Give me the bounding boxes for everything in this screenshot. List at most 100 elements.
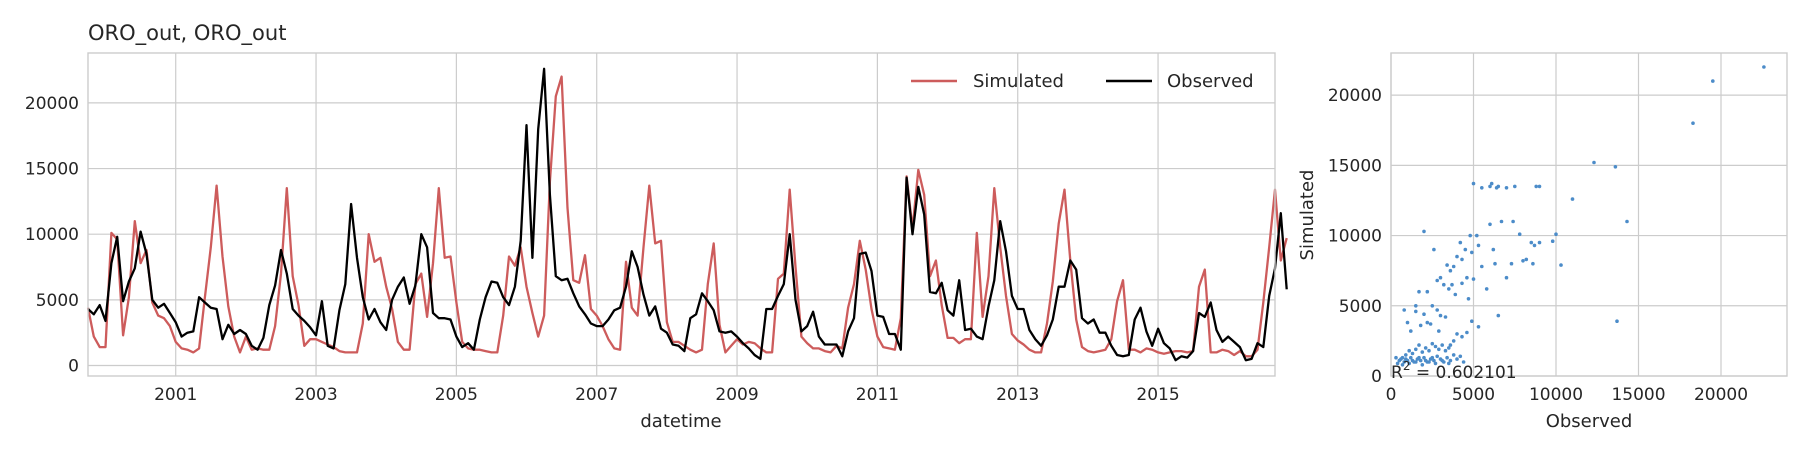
scatter-point <box>1448 268 1453 273</box>
scatter-point <box>1405 320 1410 325</box>
scatter-point <box>1491 247 1496 252</box>
scatter-point <box>1613 165 1618 169</box>
legend-label-simulated: Simulated <box>973 71 1064 92</box>
scatter-plot: 0 5000 10000 15000 20000 0 5000 10000 15000 2000… <box>1297 52 1788 432</box>
scatter-point <box>1418 323 1423 328</box>
scatter-point <box>1762 65 1766 69</box>
scatter-point <box>1466 297 1471 301</box>
timeseries-grid <box>88 53 1275 376</box>
scatter-point <box>1440 343 1444 347</box>
scatter-point <box>1460 257 1464 262</box>
scatter-point <box>1494 186 1499 190</box>
scatter-point <box>1470 250 1474 255</box>
scatter-point <box>1420 350 1425 354</box>
scatter-y-tick-label: 20000 <box>1328 86 1382 106</box>
scatter-point <box>1550 239 1555 243</box>
scatter-point <box>1448 358 1453 363</box>
timeseries-x-ticks: 2001 2003 2005 2007 2009 2011 2013 2015 <box>154 385 1180 405</box>
scatter-point <box>1532 243 1537 248</box>
scatter-point <box>1460 334 1464 339</box>
scatter-point <box>1489 181 1494 186</box>
scatter-point <box>1559 263 1563 267</box>
scatter-point <box>1529 240 1534 245</box>
scatter-point <box>1480 264 1484 269</box>
scatter-point <box>1537 240 1542 245</box>
scatter-point <box>1451 264 1456 269</box>
series-line-simulated <box>86 75 1288 358</box>
scatter-point <box>1447 361 1451 366</box>
scatter-point <box>1513 184 1517 189</box>
scatter-point <box>1428 322 1433 326</box>
scatter-point <box>1465 275 1469 280</box>
scatter-point <box>1537 184 1542 189</box>
scatter-y-tick-label: 5000 <box>1339 297 1382 317</box>
timeseries-plot: ORO_out, ORO_out 2001 2003 2005 2007 2009 201… <box>25 21 1288 432</box>
scatter-point <box>1414 309 1418 314</box>
scatter-point <box>1414 360 1418 364</box>
y-tick-label: 20000 <box>25 94 79 114</box>
scatter-frame <box>1390 52 1788 377</box>
scatter-point <box>1443 315 1448 319</box>
scatter-point <box>1453 292 1458 297</box>
scatter-point <box>1524 257 1529 262</box>
scatter-point <box>1445 263 1449 267</box>
scatter-x-tick-label: 5000 <box>1452 385 1495 405</box>
scatter-x-tick-label: 20000 <box>1694 385 1748 405</box>
scatter-point <box>1521 259 1525 263</box>
scatter-point <box>1471 181 1476 186</box>
r-squared-symbol: R <box>1391 363 1403 383</box>
scatter-point <box>1410 351 1415 356</box>
scatter-point <box>1417 343 1421 347</box>
scatter-point <box>1455 357 1459 361</box>
scatter-point <box>1468 233 1472 238</box>
scatter-point <box>1422 229 1426 234</box>
scatter-point <box>1427 348 1431 353</box>
scatter-point <box>1554 232 1558 236</box>
y-tick-label: 10000 <box>25 225 79 245</box>
scatter-point <box>1445 355 1449 360</box>
r-squared-superscript: 2 <box>1403 359 1411 373</box>
scatter-point <box>1437 347 1441 352</box>
scatter-point <box>1414 304 1418 308</box>
x-tick-label: 2003 <box>294 385 337 405</box>
r-squared-value: = 0.602101 <box>1410 363 1516 383</box>
scatter-point <box>1517 232 1522 236</box>
scatter-point <box>1404 353 1408 357</box>
r-squared-annotation: R2 = 0.602101 <box>1391 359 1517 383</box>
scatter-point <box>1437 329 1441 333</box>
scatter-point <box>1443 348 1448 353</box>
scatter-point <box>1422 312 1426 317</box>
scatter-point <box>1711 79 1715 83</box>
scatter-point <box>1531 261 1535 266</box>
scatter-point <box>1414 347 1418 352</box>
scatter-point <box>1534 184 1538 189</box>
scatter-grid <box>1390 53 1787 377</box>
scatter-point <box>1402 360 1406 364</box>
scatter-x-axis-label: Observed <box>1546 411 1633 432</box>
scatter-point <box>1488 184 1492 189</box>
scatter-point <box>1691 121 1695 125</box>
scatter-y-axis-label: Simulated <box>1297 170 1318 261</box>
scatter-point <box>1455 332 1459 336</box>
scatter-point <box>1417 355 1421 360</box>
scatter-point <box>1442 282 1446 287</box>
scatter-point <box>1447 287 1451 291</box>
scatter-point <box>1476 243 1481 248</box>
scatter-point <box>1438 275 1443 280</box>
scatter-point <box>1433 361 1438 366</box>
scatter-point <box>1460 281 1464 286</box>
scatter-point <box>1488 222 1492 227</box>
scatter-point <box>1410 358 1415 363</box>
chart-title: ORO_out, ORO_out <box>88 21 286 46</box>
scatter-y-tick-label: 0 <box>1371 367 1382 387</box>
scatter-point <box>1394 355 1398 360</box>
scatter-point <box>1504 275 1509 280</box>
scatter-point <box>1425 289 1430 294</box>
scatter-point <box>1430 304 1435 308</box>
scatter-point <box>1458 240 1463 245</box>
scatter-point <box>1417 289 1421 294</box>
scatter-point <box>1402 308 1406 312</box>
scatter-point <box>1423 346 1428 350</box>
x-tick-label: 2009 <box>715 385 758 405</box>
scatter-point <box>1470 319 1474 324</box>
